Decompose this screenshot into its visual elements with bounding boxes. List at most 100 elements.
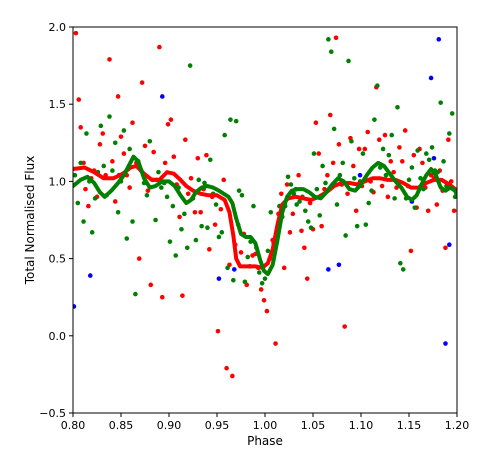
green-data-point [363,222,369,227]
red-data-point [411,152,417,158]
green-data-point [219,230,225,235]
green-data-point [92,196,98,201]
red-data-point [139,80,145,85]
red-data-point [425,208,431,214]
blue-data-point [159,94,165,99]
red-data-point [402,128,408,133]
red-data-point [157,44,162,50]
x-tick-label: 0.95 [205,419,230,432]
red-data-point [287,230,293,235]
red-data-point [356,146,362,152]
y-tick-label: 0.5 [49,253,67,266]
green-data-point [233,118,239,124]
green-data-point [346,58,351,64]
green-data-point [326,37,331,42]
red-data-point [112,199,118,204]
blue-data-point [73,304,77,309]
red-data-point [397,145,402,150]
green-data-point [328,49,334,54]
green-data-point [398,260,403,266]
green-data-point [236,188,242,193]
red-data-point [399,159,405,164]
green-data-point [423,151,429,156]
blue-data-point [216,276,222,281]
red-data-point [136,256,142,261]
red-data-point [302,245,307,251]
blue-data-point [326,267,331,272]
red-data-point [171,154,177,159]
green-data-point [380,146,386,152]
green-data-point [366,200,371,206]
green-data-point [89,230,95,235]
green-data-point [78,160,83,166]
green-data-point [144,193,150,198]
green-data-point [196,177,202,183]
green-data-point [383,172,389,178]
green-data-point [133,291,138,297]
y-tick-label: 1.5 [49,98,67,111]
blue-data-point [231,267,237,272]
red-data-point [183,137,188,143]
green-data-point [415,148,420,153]
red-data-point [420,160,425,166]
green-data-point [311,151,317,156]
red-smoothed-line [73,163,457,270]
green-data-point [127,146,132,152]
red-data-point [78,125,83,130]
green-data-point [412,205,418,210]
green-data-point [199,223,204,229]
red-data-point [86,203,91,209]
red-data-point [327,112,333,118]
red-data-point [434,202,440,207]
blue-data-point [431,155,437,161]
green-data-point [251,203,256,209]
green-data-point [305,219,311,224]
red-data-point [185,191,191,197]
x-tick-label: 1.15 [397,419,422,432]
green-data-point [110,168,115,173]
red-data-point [224,365,229,371]
green-data-point [184,245,190,251]
green-data-point [216,234,222,240]
red-data-point [408,248,414,254]
green-data-point [193,237,199,243]
green-data-point [288,182,294,187]
x-tick-label: 0.85 [109,419,134,432]
red-data-point [121,151,127,156]
green-data-point [202,180,207,186]
green-data-point [84,131,89,136]
red-data-point [195,155,201,161]
red-data-point [299,228,304,234]
green-data-point [285,174,291,180]
red-data-point [362,146,368,152]
green-data-point [395,104,400,110]
red-data-point [379,183,385,189]
x-tick-label: 0.80 [61,419,86,432]
green-data-point [409,165,415,170]
blue-data-point [336,262,342,268]
green-data-point [441,159,446,164]
green-data-point [354,223,360,229]
green-data-point [173,253,179,258]
y-axis-label: Total Normalised Flux [23,156,37,286]
green-data-point [262,276,268,281]
blue-data-point [443,341,448,346]
red-data-point [107,57,112,62]
green-data-point [343,233,348,238]
green-data-point [73,172,78,178]
blue-data-point [87,273,93,278]
green-data-point [115,209,121,215]
green-data-point [360,151,366,156]
red-data-point [165,121,171,127]
green-data-point [213,202,219,207]
green-data-point [259,281,265,286]
green-data-point [308,225,314,231]
green-data-point [294,202,299,207]
green-data-point [121,128,127,133]
red-data-point [207,247,212,252]
green-data-point [340,160,346,166]
green-data-point [256,270,262,275]
green-data-point [438,100,443,105]
red-data-point [382,132,388,138]
